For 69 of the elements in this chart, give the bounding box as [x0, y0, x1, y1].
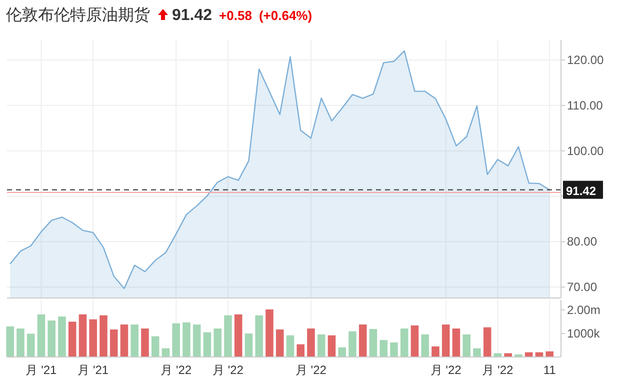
bar: [78, 314, 87, 357]
text: +0.58: [219, 8, 252, 23]
bar: [130, 324, 138, 357]
x-tick-label: 月 '22: [212, 363, 244, 377]
bar: [182, 322, 190, 357]
bar: [462, 334, 470, 357]
bar: [120, 324, 128, 357]
bar: [151, 336, 160, 357]
y-tick-label: 1000k: [567, 326, 601, 340]
x-tick-label: 月 '22: [482, 363, 514, 377]
x-tick-label: 11: [543, 363, 556, 377]
bar: [214, 328, 222, 357]
x-tick-label: 月 '22: [430, 363, 462, 377]
bar: [37, 314, 46, 357]
x-tick-label: 月 '21: [26, 363, 58, 377]
bar: [276, 329, 284, 357]
bar: [307, 328, 315, 357]
bar: [89, 319, 97, 357]
bar: [473, 348, 481, 357]
y-tick-label: 2.00m: [567, 302, 600, 317]
bar: [203, 332, 212, 357]
bar: [141, 328, 149, 357]
bar: [192, 324, 201, 357]
bar: [504, 353, 512, 357]
text: 91.42: [172, 7, 212, 24]
bar: [338, 347, 346, 357]
bar: [369, 328, 378, 357]
y-tick-label: 70.00: [567, 280, 598, 294]
bar: [421, 334, 429, 357]
bar: [380, 340, 388, 357]
bar: [68, 322, 76, 357]
bar: [328, 335, 336, 357]
bar: [317, 334, 326, 357]
y-tick-label: 120.00: [567, 52, 604, 67]
bar: [442, 324, 450, 357]
bar: [546, 351, 554, 357]
bar: [58, 316, 66, 357]
bar: [432, 346, 440, 357]
bar: [348, 331, 356, 357]
bar: [400, 328, 408, 357]
y-tick-label: 100.00: [567, 144, 604, 158]
bar: [358, 324, 367, 357]
bar: [100, 315, 108, 357]
bar: [244, 333, 253, 357]
bar: [16, 328, 24, 357]
chart-title: 伦敦布伦特原油期货: [6, 6, 150, 24]
bar: [172, 323, 180, 357]
bar: [494, 353, 502, 357]
bar: [48, 320, 56, 357]
bar: [410, 325, 419, 357]
bar: [224, 315, 232, 357]
bar: [26, 334, 35, 357]
y-tick-label: 110.00: [567, 98, 604, 112]
text: (+0.64%): [258, 8, 312, 23]
ref-line-label: 91.42: [566, 184, 596, 198]
x-tick-label: 月 '22: [160, 363, 192, 377]
bar: [286, 335, 294, 357]
bar: [110, 329, 118, 357]
x-tick-label: 月 '22: [295, 363, 327, 377]
bar: [266, 309, 274, 357]
bar: [234, 314, 242, 357]
y-tick-label: 80.00: [567, 234, 598, 249]
x-tick-label: 月 '21: [78, 363, 109, 377]
bar: [6, 326, 14, 357]
bar: [452, 328, 460, 357]
bar: [390, 342, 398, 357]
bar: [483, 327, 492, 357]
bar: [296, 344, 304, 357]
bar: [255, 315, 263, 357]
